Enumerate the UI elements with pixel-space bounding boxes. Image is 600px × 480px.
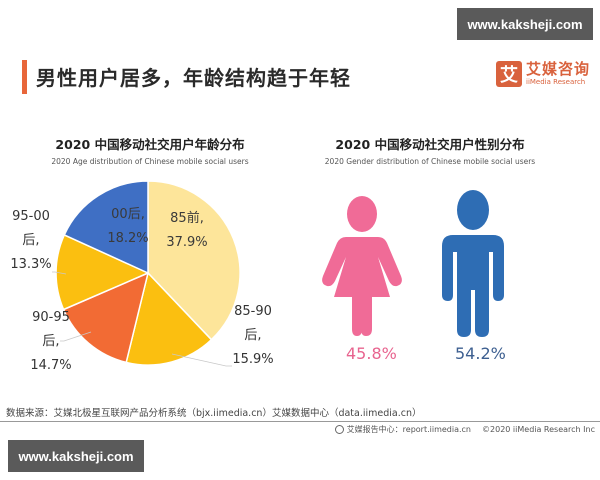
footer-divider: [0, 421, 600, 422]
female-icon: [322, 196, 402, 336]
leader-line-85-90: [171, 353, 232, 367]
brand-name-cn: 艾媒咨询: [526, 60, 591, 78]
pie-label-00: 00后, 18.2%: [107, 207, 149, 246]
pie-label-85: 85前, 37.9%: [166, 211, 208, 250]
brand-mark-icon: 艾: [496, 61, 522, 87]
pie-slice-00: [63, 180, 149, 274]
data-source-text: 数据来源：艾媒北极星互联网产品分析系统（bjx.iimedia.cn）艾媒数据中…: [6, 408, 422, 419]
pie-label-90-95: 90-95 后, 14.7%: [30, 310, 72, 373]
pie-slice-90-95: [62, 272, 149, 364]
age-pie-chart: [52, 180, 241, 367]
title-accent-bar: [22, 60, 27, 94]
brand-name-en: iiMedia Research: [526, 78, 586, 86]
page-title: 男性用户居多，年龄结构趋于年轻: [36, 66, 351, 90]
female-percentage: 45.8%: [346, 344, 397, 363]
watermark-top: www.kaksheji.com: [457, 8, 593, 40]
gender-chart-subtitle: 2020 Gender distribution of Chinese mobi…: [324, 157, 536, 166]
gender-figures: [322, 190, 504, 337]
pie-label-95-00: 95-00 后, 13.3%: [10, 209, 52, 272]
male-percentage: 54.2%: [455, 344, 506, 363]
pie-slice-85: [147, 180, 241, 341]
age-chart-subtitle: 2020 Age distribution of Chinese mobile …: [51, 157, 249, 166]
globe-icon: [334, 425, 344, 434]
watermark-bottom: www.kaksheji.com: [8, 440, 144, 472]
pie-slice-85-90: [125, 272, 213, 366]
age-chart-title: 2020 中国移动社交用户年龄分布: [55, 137, 245, 152]
leader-line-90-95: [60, 331, 92, 342]
copyright-text: ©2020 iiMedia Research Inc: [482, 425, 595, 434]
brand-logo: 艾 艾媒咨询 iiMedia Research: [496, 61, 590, 87]
leader-line-95-00: [52, 271, 67, 275]
male-icon: [442, 190, 504, 337]
pie-label-85-90: 85-90 后, 15.9%: [232, 304, 274, 367]
report-center-text: 艾媒报告中心：report.iimedia.cn: [346, 425, 472, 434]
footer-note: 艾媒报告中心：report.iimedia.cn ©2020 iiMedia R…: [334, 424, 595, 435]
gender-chart-title: 2020 中国移动社交用户性别分布: [335, 137, 525, 152]
